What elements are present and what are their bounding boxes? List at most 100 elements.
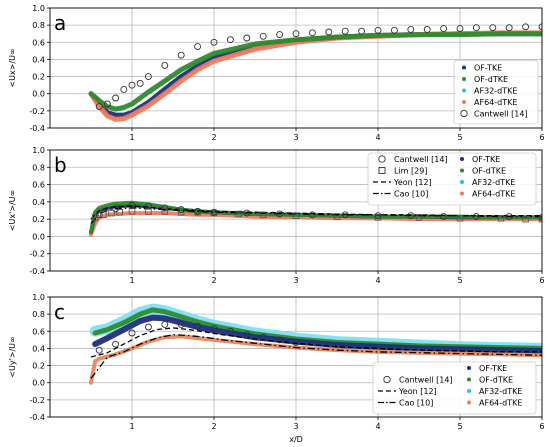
cantwell-point bbox=[161, 61, 169, 69]
cantwell-point bbox=[276, 210, 284, 218]
legend-box bbox=[372, 361, 537, 415]
panel-letter: c bbox=[54, 300, 65, 324]
legend-marker-dot bbox=[462, 88, 466, 93]
legend-marker-dot bbox=[460, 157, 464, 161]
cantwell-point bbox=[194, 207, 202, 215]
y-axis-label: <Ux>/U∞ bbox=[8, 48, 17, 87]
x-tick-label: 5 bbox=[457, 133, 462, 142]
cantwell-point bbox=[390, 26, 398, 34]
lim-point bbox=[456, 215, 464, 222]
cantwell-point bbox=[128, 81, 136, 89]
series-group bbox=[89, 303, 542, 385]
cantwell-point bbox=[210, 208, 218, 216]
x-tick-label: 2 bbox=[211, 276, 216, 285]
legend-label: Cao [10] bbox=[394, 190, 428, 199]
cantwell-point bbox=[538, 213, 542, 221]
legend-label: OF-TKE bbox=[479, 364, 507, 373]
lim-point bbox=[177, 208, 185, 216]
legend-marker-dot bbox=[462, 100, 466, 104]
legend-marker-circle bbox=[383, 375, 391, 384]
cantwell-point bbox=[456, 25, 464, 33]
cantwell-point bbox=[103, 100, 111, 108]
cantwell-point bbox=[505, 24, 513, 32]
legend-label: Cantwell [14] bbox=[394, 155, 448, 164]
y-tick-label: -0.4 bbox=[29, 267, 45, 276]
legend-label: OF-TKE bbox=[474, 64, 502, 73]
cantwell-point bbox=[144, 323, 152, 331]
legend-label: AF32-dTKE bbox=[474, 87, 517, 96]
x-tick-label: 1 bbox=[129, 133, 134, 142]
legend-label: OF-dTKE bbox=[479, 376, 513, 385]
series-cao-line bbox=[90, 334, 542, 379]
lim-point bbox=[235, 210, 242, 218]
y-tick-label: -0.2 bbox=[29, 396, 45, 405]
cantwell-point bbox=[95, 346, 103, 354]
legend-label: AF64-dTKE bbox=[479, 399, 522, 408]
y-tick-label: 0.2 bbox=[32, 362, 45, 371]
series-yeon-line bbox=[90, 205, 542, 220]
y-tick-label: -0.2 bbox=[29, 107, 45, 116]
y-tick-label: 0.8 bbox=[32, 21, 45, 30]
cantwell-point bbox=[374, 212, 382, 220]
x-tick-label: 1 bbox=[129, 422, 134, 431]
cantwell-point bbox=[440, 25, 448, 33]
lim-point bbox=[497, 215, 505, 222]
cantwell-point bbox=[259, 333, 267, 341]
y-axis-label: <Uy'>/U∞ bbox=[8, 336, 17, 377]
lim-point bbox=[333, 213, 341, 220]
panel-letter: b bbox=[54, 153, 67, 177]
legend-marker-dot bbox=[460, 180, 464, 184]
x-tick-label: 3 bbox=[293, 133, 298, 142]
x-tick-label: 6 bbox=[539, 133, 544, 142]
legend: Cantwell [14] Lim [29] Yeon [12] Cao [10] OF… bbox=[367, 152, 537, 206]
cantwell-point bbox=[95, 211, 103, 219]
panel-a: -0.4 -0.2 0.0 0.2 0.4 0.6 0.8 1.0 1 2 3 4 5 6 <Ux>/U∞ a… bbox=[8, 4, 545, 142]
cantwell-point bbox=[292, 30, 300, 38]
y-tick-label: 0.0 bbox=[32, 232, 45, 241]
panel-c: -0.4 -0.2 0.0 0.2 0.4 0.6 0.8 1.0 1 2 3 4 5 6 <Uy'>/U∞… bbox=[8, 293, 545, 431]
legend-marker-dot bbox=[462, 65, 466, 70]
x-tick-label: 5 bbox=[457, 276, 462, 285]
lim-point bbox=[292, 212, 300, 219]
cantwell-point bbox=[341, 211, 349, 219]
legend-label: Cao [10] bbox=[399, 399, 433, 408]
cantwell-point bbox=[472, 213, 480, 221]
legend-box bbox=[367, 152, 537, 206]
lim-point bbox=[259, 211, 267, 219]
cantwell-point bbox=[374, 26, 382, 34]
cantwell-point bbox=[144, 202, 152, 210]
cantwell-point bbox=[112, 94, 120, 102]
cantwell-point bbox=[226, 327, 234, 335]
series-cao-line bbox=[90, 207, 542, 224]
y-tick-label: 0.6 bbox=[32, 38, 45, 47]
lim-point bbox=[108, 209, 115, 217]
y-tick-label: -0.4 bbox=[29, 413, 45, 422]
legend-marker-dot bbox=[467, 366, 471, 370]
series-of-tke-line bbox=[92, 314, 542, 354]
legend-label: Yeon [12] bbox=[393, 178, 432, 187]
cantwell-point bbox=[136, 79, 144, 87]
legend: OF-TKE OF-dTKE AF32-dTKE AF64-dTKE Cantwell … bbox=[453, 60, 539, 125]
cantwell-point bbox=[194, 43, 202, 51]
y-tick-label: 0.4 bbox=[32, 198, 45, 207]
legend-label: OF-TKE bbox=[472, 155, 500, 164]
cantwell-point bbox=[243, 209, 251, 217]
y-tick-label: 0.8 bbox=[32, 163, 45, 172]
lim-point bbox=[100, 211, 107, 219]
cantwell-point bbox=[194, 322, 202, 330]
cantwell-point bbox=[423, 25, 431, 33]
cantwell-point bbox=[95, 103, 103, 111]
legend-marker-dot bbox=[460, 168, 464, 173]
series-of-dtke-line bbox=[88, 31, 542, 112]
x-tick-label: 2 bbox=[211, 133, 216, 142]
cantwell-point bbox=[120, 85, 128, 93]
legend-label: OF-dTKE bbox=[472, 167, 506, 176]
cantwell-point bbox=[440, 213, 448, 221]
cantwell-point bbox=[210, 325, 218, 333]
y-tick-label: 0.0 bbox=[32, 379, 45, 388]
y-tick-label: 0.4 bbox=[32, 344, 45, 353]
legend-marker-circle bbox=[460, 109, 468, 118]
cantwell-point bbox=[292, 338, 300, 346]
series-group bbox=[89, 200, 542, 237]
panel-b: -0.4 -0.2 0.0 0.2 0.4 0.6 0.8 1.0 1 2 3 4 5 6 <Ux'>/U∞… bbox=[8, 146, 545, 285]
